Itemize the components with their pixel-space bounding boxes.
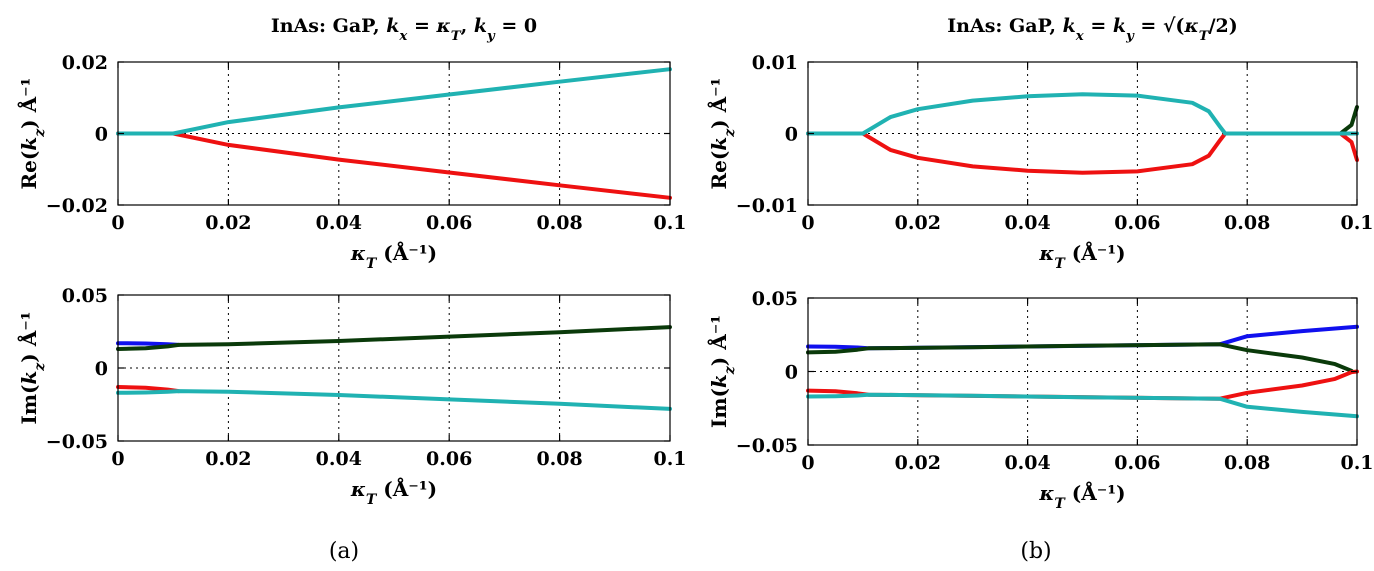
y-tick-label: 0 — [785, 362, 798, 384]
x-tick-label: 0 — [801, 212, 814, 234]
x-tick-label: 0.08 — [536, 448, 582, 470]
x-tick-label: 0 — [111, 212, 124, 234]
series-line-cyan — [806, 392, 1359, 419]
y-tick-label: 0 — [95, 124, 108, 146]
series-line-cyan — [116, 389, 672, 411]
y-tick-label: −0.05 — [736, 435, 798, 457]
x-tick-label: 0 — [111, 448, 124, 470]
x-tick-label: 0.02 — [895, 452, 941, 474]
series-line-cyan — [806, 92, 1359, 136]
x-axis-label: κT (Å⁻¹) — [350, 477, 437, 508]
y-tick-label: 0.02 — [62, 52, 108, 74]
series-line-cyan — [116, 67, 672, 136]
x-tick-label: 0.06 — [426, 448, 472, 470]
x-tick-label: 0.02 — [895, 212, 941, 234]
plot-frame — [807, 297, 1358, 446]
x-tick-label: 0.06 — [426, 212, 472, 234]
x-tick-label: 0.04 — [316, 448, 362, 470]
x-tick-label: 0.04 — [1004, 452, 1050, 474]
x-tick-label: 0.06 — [1114, 212, 1160, 234]
x-tick-label: 0.02 — [205, 212, 251, 234]
x-tick-label: 0.02 — [205, 448, 251, 470]
x-tick-label: 0.08 — [1224, 452, 1270, 474]
series-line-dark-green — [806, 342, 1354, 373]
x-tick-label: 0.1 — [653, 212, 686, 234]
y-tick-label: −0.01 — [736, 195, 798, 217]
x-axis-label: κT (Å⁻¹) — [1038, 241, 1125, 272]
x-tick-label: 0.1 — [1340, 452, 1373, 474]
x-tick-label: 0.04 — [1004, 212, 1050, 234]
y-axis-label: Im(kz) Å⁻¹ — [707, 315, 738, 428]
y-tick-label: 0.05 — [752, 288, 798, 310]
y-tick-label: −0.05 — [46, 431, 108, 453]
x-tick-label: 0.04 — [316, 212, 362, 234]
x-tick-label: 0.1 — [1340, 212, 1373, 234]
y-tick-label: −0.02 — [46, 195, 108, 217]
x-tick-label: 0.08 — [536, 212, 582, 234]
x-tick-label: 0.08 — [1224, 212, 1270, 234]
chart-title: InAs: GaP, kx = κT, ky = 0 — [271, 15, 537, 44]
x-tick-label: 0 — [801, 452, 814, 474]
series-line-dark-green — [116, 325, 672, 351]
panel-label-a: (a) — [329, 539, 359, 564]
y-axis-label: Im(kz) Å⁻¹ — [17, 311, 48, 424]
y-tick-label: 0.01 — [752, 52, 798, 74]
series-line-red — [806, 369, 1359, 401]
y-tick-label: 0 — [95, 358, 108, 380]
panel-label-b: (b) — [1020, 539, 1051, 564]
chart-title: InAs: GaP, kx = ky = √(κT/2) — [947, 15, 1238, 44]
x-tick-label: 0.1 — [653, 448, 686, 470]
series-line-dark-green — [1338, 105, 1359, 136]
x-axis-label: κT (Å⁻¹) — [1038, 481, 1125, 512]
y-axis-label: Re(kz) Å⁻¹ — [707, 78, 738, 190]
series-line-red — [116, 131, 672, 200]
y-tick-label: 0.05 — [62, 285, 108, 307]
y-tick-label: 0 — [785, 124, 798, 146]
x-axis-label: κT (Å⁻¹) — [350, 241, 437, 272]
y-axis-label: Re(kz) Å⁻¹ — [17, 78, 48, 190]
series-line-red — [806, 131, 1359, 175]
x-tick-label: 0.06 — [1114, 452, 1160, 474]
